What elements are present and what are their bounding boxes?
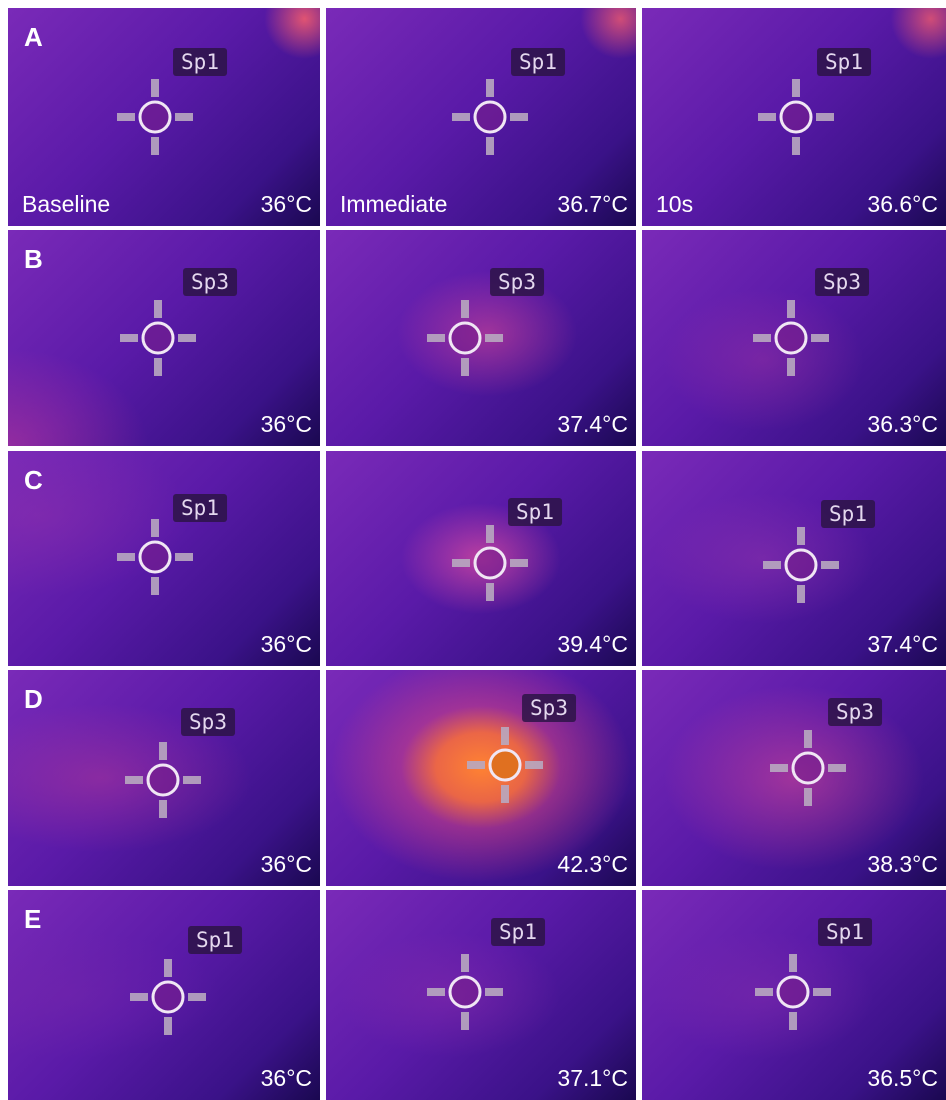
spot-label: Sp3 bbox=[815, 268, 869, 296]
condition: Immediate bbox=[340, 191, 447, 218]
thermal-image: Sp1 37.1°C bbox=[326, 890, 636, 1100]
thermal-image: Sp3 36.3°C bbox=[642, 230, 946, 446]
temperature: 36°C bbox=[261, 631, 312, 658]
thermal-image: Sp1 36.5°C bbox=[642, 890, 946, 1100]
temperature: 37.4°C bbox=[867, 631, 938, 658]
spot-label: Sp1 bbox=[173, 48, 227, 76]
row-letter: C bbox=[24, 465, 43, 496]
spot-label: Sp1 bbox=[491, 918, 545, 946]
temperature: 42.3°C bbox=[557, 851, 628, 878]
temperature: 37.1°C bbox=[557, 1065, 628, 1092]
thermal-image: Sp3 37.4°C bbox=[326, 230, 636, 446]
figure: Sp1 36°C Baseline A Sp1 36.7°C Immediate Sp1 36.… bbox=[0, 0, 946, 1100]
row-letter: D bbox=[24, 684, 43, 715]
spot-label: Sp3 bbox=[828, 698, 882, 726]
thermal-image: Sp3 36°C D bbox=[8, 670, 320, 886]
spot-label: Sp1 bbox=[511, 48, 565, 76]
condition: 10s bbox=[656, 191, 693, 218]
spot-label: Sp1 bbox=[508, 498, 562, 526]
spot-label: Sp3 bbox=[490, 268, 544, 296]
row-letter: A bbox=[24, 22, 43, 53]
temperature: 37.4°C bbox=[557, 411, 628, 438]
spot-label: Sp1 bbox=[188, 926, 242, 954]
temperature: 39.4°C bbox=[557, 631, 628, 658]
temperature: 36°C bbox=[261, 1065, 312, 1092]
temperature: 36.6°C bbox=[867, 191, 938, 218]
thermal-image: Sp1 36.6°C 10s bbox=[642, 8, 946, 226]
thermal-image: Sp1 39.4°C bbox=[326, 451, 636, 666]
thermal-image: Sp1 36.7°C Immediate bbox=[326, 8, 636, 226]
spot-label: Sp1 bbox=[173, 494, 227, 522]
temperature: 36.7°C bbox=[557, 191, 628, 218]
spot-label: Sp3 bbox=[181, 708, 235, 736]
thermal-image: Sp1 37.4°C bbox=[642, 451, 946, 666]
condition: Baseline bbox=[22, 191, 110, 218]
spot-label: Sp1 bbox=[817, 48, 871, 76]
thermal-image: Sp1 36°C Baseline A bbox=[8, 8, 320, 226]
thermal-image: Sp1 36°C E bbox=[8, 890, 320, 1100]
temperature: 36.5°C bbox=[867, 1065, 938, 1092]
temperature: 38.3°C bbox=[867, 851, 938, 878]
spot-label: Sp1 bbox=[818, 918, 872, 946]
thermal-image: Sp3 42.3°C bbox=[326, 670, 636, 886]
temperature: 36°C bbox=[261, 191, 312, 218]
temperature: 36°C bbox=[261, 411, 312, 438]
temperature: 36.3°C bbox=[867, 411, 938, 438]
spot-label: Sp3 bbox=[183, 268, 237, 296]
thermal-image: Sp3 36°C B bbox=[8, 230, 320, 446]
thermal-image: Sp1 36°C C bbox=[8, 451, 320, 666]
row-letter: E bbox=[24, 904, 41, 935]
spot-label: Sp1 bbox=[821, 500, 875, 528]
row-letter: B bbox=[24, 244, 43, 275]
thermal-image: Sp3 38.3°C bbox=[642, 670, 946, 886]
temperature: 36°C bbox=[261, 851, 312, 878]
spot-label: Sp3 bbox=[522, 694, 576, 722]
